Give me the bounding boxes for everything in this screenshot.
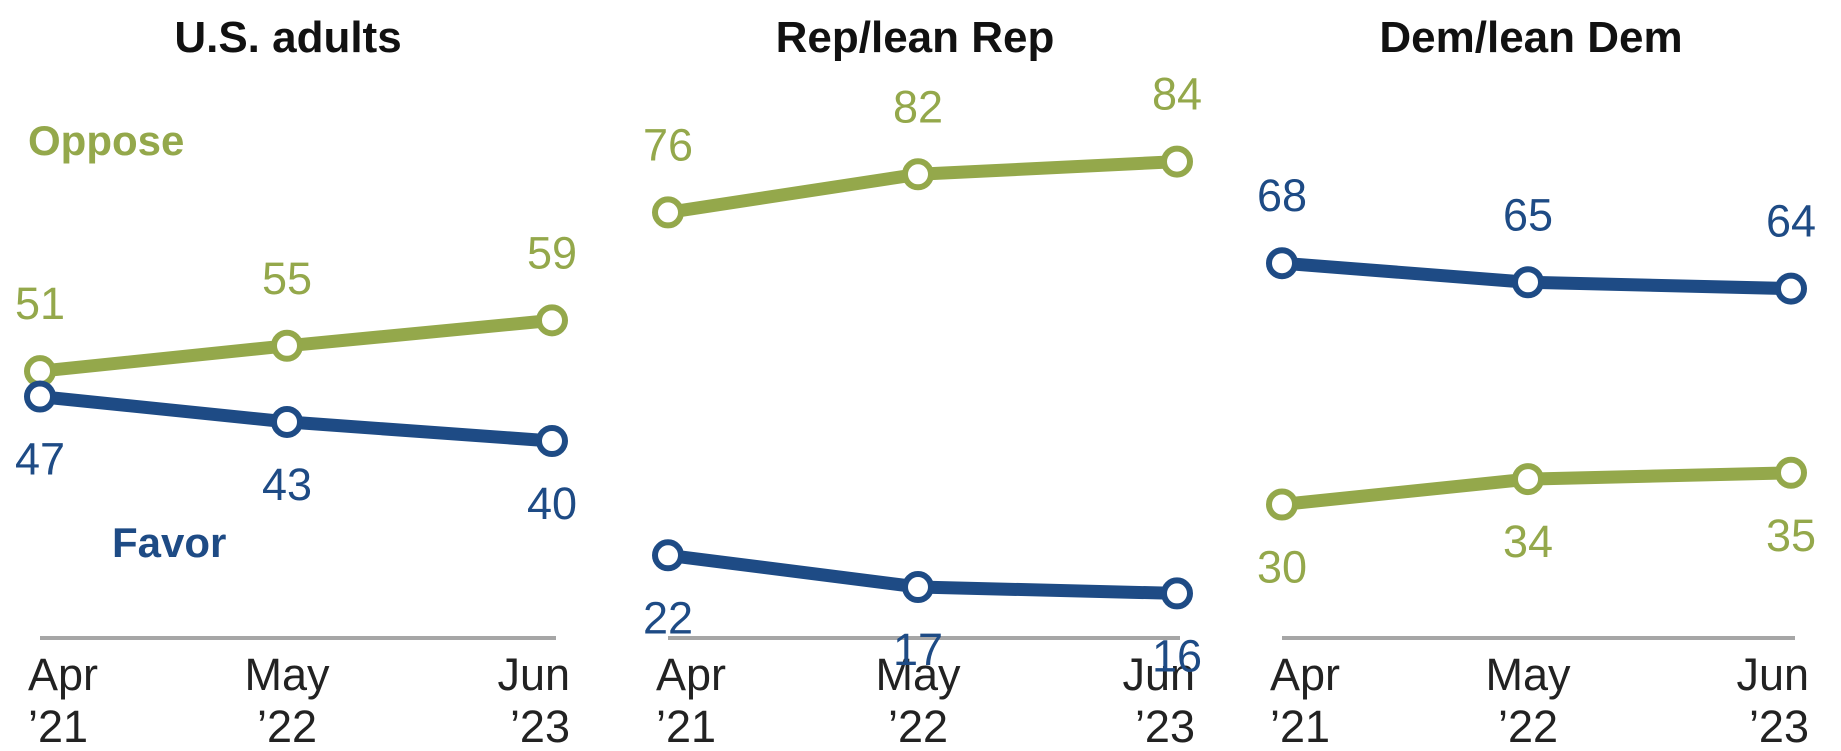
data-label: 16 [1152, 630, 1202, 681]
x-tick-label: ’23 [1749, 701, 1809, 751]
data-label: 59 [527, 227, 577, 278]
x-tick-label: May [244, 649, 330, 700]
data-point-marker [902, 571, 934, 604]
data-point-marker [24, 355, 56, 388]
legend-label-oppose: Oppose [28, 117, 184, 164]
data-point-marker [1161, 145, 1193, 178]
panel-title: U.S. adults [174, 13, 401, 62]
x-tick-label: Apr [1270, 649, 1340, 700]
data-point-marker [1512, 463, 1544, 496]
x-tick-label: ’21 [656, 701, 716, 751]
data-point-marker [652, 539, 684, 572]
data-label: 84 [1152, 69, 1202, 120]
x-tick-label: Jun [497, 649, 570, 700]
data-label: 47 [15, 434, 65, 485]
data-label: 51 [15, 278, 65, 329]
data-point-marker [902, 158, 934, 191]
x-tick-label: ’21 [1270, 701, 1330, 751]
x-tick-label: ’23 [1135, 701, 1195, 751]
data-point-marker [1266, 247, 1298, 280]
chart-panel: U.S. adults Apr’21 May’22 Jun’23 51 55 59 47 43 4… [15, 13, 577, 751]
data-point-marker [536, 425, 568, 457]
data-label: 82 [893, 81, 943, 132]
data-label: 68 [1257, 170, 1307, 221]
data-label: 64 [1766, 196, 1816, 247]
data-label: 34 [1503, 516, 1553, 567]
data-point-marker [1512, 266, 1544, 299]
data-point-marker [1775, 456, 1807, 489]
panel-title: Rep/lean Rep [776, 13, 1055, 62]
chart-panel: Rep/lean Rep Apr’21 May’22 Jun’23 76 82 84 22 17… [643, 13, 1202, 751]
x-tick-label: ’22 [1498, 701, 1558, 751]
chart-panel: Dem/lean Dem Apr’21 May’22 Jun’23 68 65 64 30 34… [1257, 13, 1816, 751]
data-label: 40 [527, 478, 577, 529]
x-tick-label: Apr [656, 649, 726, 700]
data-label: 35 [1766, 510, 1816, 561]
x-tick-label: Jun [1736, 649, 1809, 700]
panel-title: Dem/lean Dem [1379, 13, 1682, 62]
x-tick-label: May [1485, 649, 1571, 700]
data-label: 17 [893, 624, 943, 675]
x-tick-label: ’22 [257, 701, 317, 751]
x-tick-label: Apr [28, 649, 98, 700]
data-point-marker [271, 329, 303, 362]
x-tick-label: ’21 [28, 701, 88, 751]
x-tick-label: ’23 [510, 701, 570, 751]
data-point-marker [271, 405, 303, 438]
x-tick-label: Jun [1122, 649, 1195, 700]
data-point-marker [24, 380, 56, 413]
legend-label-favor: Favor [112, 519, 226, 566]
data-label: 22 [643, 592, 693, 643]
data-point-marker [536, 304, 568, 337]
data-label: 65 [1503, 189, 1553, 240]
data-label: 30 [1257, 542, 1307, 593]
data-label: 43 [262, 459, 312, 510]
data-label: 55 [262, 253, 312, 304]
data-point-marker [1775, 272, 1807, 305]
data-point-marker [1266, 488, 1298, 521]
data-point-marker [652, 196, 684, 229]
data-label: 76 [643, 119, 693, 170]
x-tick-label: May [875, 649, 961, 700]
data-point-marker [1161, 577, 1193, 610]
x-tick-label: ’22 [888, 701, 948, 751]
